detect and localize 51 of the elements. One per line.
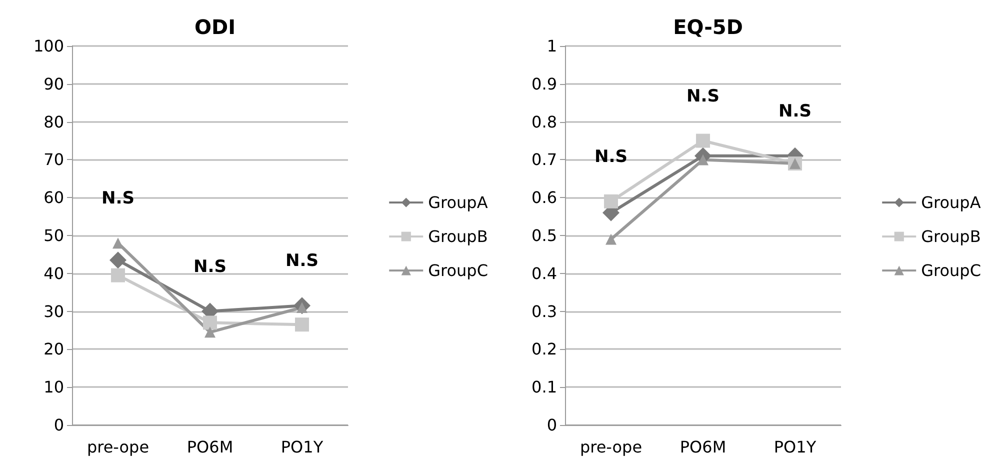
legend-label: GroupA <box>921 193 981 212</box>
y-tick-label: 90 <box>44 74 64 94</box>
legend-label: GroupC <box>428 261 488 280</box>
y-tick-label: 0.4 <box>532 264 557 283</box>
y-tick-label: 40 <box>44 264 64 283</box>
point <box>696 134 710 148</box>
y-tick-label: 0.2 <box>532 340 557 359</box>
y-tick-label: 80 <box>44 112 64 132</box>
point <box>203 316 217 330</box>
y-tick-label: 0.6 <box>532 188 557 208</box>
annotation: N.S <box>286 251 318 272</box>
y-tick-label: 30 <box>44 302 64 321</box>
x-tick-label: PO1Y <box>774 438 816 456</box>
y-tick-label: 1 <box>546 36 557 56</box>
y-tick-label: 60 <box>44 188 64 208</box>
x-tick-label: PO1Y <box>280 438 324 456</box>
y-tick-label: 70 <box>44 150 64 170</box>
y-tick-label: 0.9 <box>532 74 557 94</box>
x-tick-label: pre-ope <box>86 438 150 456</box>
legend-label: GroupB <box>921 227 981 246</box>
point <box>112 238 124 249</box>
annotation: N.S <box>778 101 812 122</box>
y-tick-label: 0 <box>54 416 64 434</box>
point <box>204 326 216 338</box>
y-tick-label: 0.3 <box>532 302 557 321</box>
y-tick-label: 0.8 <box>532 112 557 132</box>
y-tick-label: 0.5 <box>532 226 557 245</box>
chart-title: EQ-5D <box>673 15 743 39</box>
y-tick-label: 0 <box>546 416 557 434</box>
annotation: N.S <box>194 256 226 277</box>
x-tick-label: pre-ope <box>580 438 642 456</box>
annotation: N.S <box>102 188 134 209</box>
point <box>110 252 126 269</box>
y-tick-label: 0.1 <box>532 378 557 397</box>
point <box>606 234 616 245</box>
legend-label: GroupC <box>921 261 982 280</box>
annotation: N.S <box>686 86 720 106</box>
legend-label: GroupA <box>428 193 488 212</box>
x-tick-label: PO6M <box>680 438 726 456</box>
chart-title: ODI <box>194 15 236 39</box>
annotation: N.S <box>594 146 628 167</box>
x-tick-label: PO6M <box>186 438 234 456</box>
legend-label: GroupB <box>428 227 488 246</box>
point <box>295 318 309 332</box>
y-tick-label: 100 <box>33 36 64 56</box>
y-tick-label: 10 <box>44 378 64 397</box>
y-tick-label: 0.7 <box>532 150 557 170</box>
y-tick-label: 50 <box>44 226 64 245</box>
point <box>111 268 125 282</box>
y-tick-label: 20 <box>44 340 64 359</box>
point <box>604 194 618 208</box>
